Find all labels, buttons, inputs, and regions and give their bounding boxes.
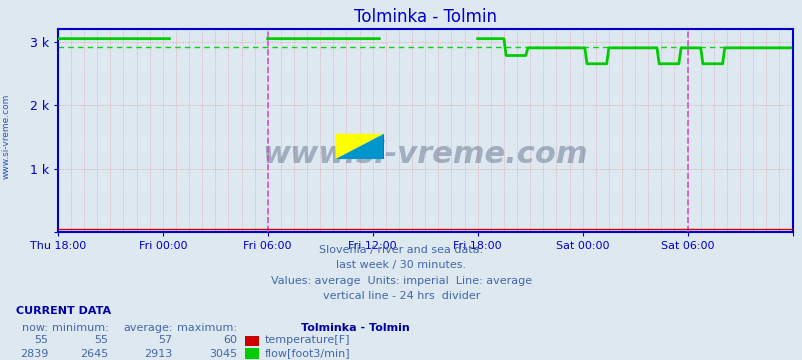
Text: temperature[F]: temperature[F]	[265, 335, 350, 345]
Text: Slovenia / river and sea data.: Slovenia / river and sea data.	[319, 245, 483, 255]
Polygon shape	[335, 134, 383, 159]
Polygon shape	[335, 134, 383, 159]
Text: flow[foot3/min]: flow[foot3/min]	[265, 348, 350, 359]
Text: Tolminka - Tolmin: Tolminka - Tolmin	[301, 323, 409, 333]
Text: last week / 30 minutes.: last week / 30 minutes.	[336, 260, 466, 270]
Text: www.si-vreme.com: www.si-vreme.com	[262, 140, 587, 170]
Text: 3045: 3045	[209, 348, 237, 359]
Text: 60: 60	[223, 335, 237, 345]
Text: Values: average  Units: imperial  Line: average: Values: average Units: imperial Line: av…	[270, 276, 532, 286]
Text: minimum:: minimum:	[51, 323, 108, 333]
Text: www.si-vreme.com: www.si-vreme.com	[2, 94, 11, 180]
Text: vertical line - 24 hrs  divider: vertical line - 24 hrs divider	[322, 291, 480, 301]
Text: 55: 55	[34, 335, 48, 345]
Text: 55: 55	[95, 335, 108, 345]
Text: CURRENT DATA: CURRENT DATA	[16, 306, 111, 316]
Title: Tolminka - Tolmin: Tolminka - Tolmin	[353, 8, 496, 26]
Text: 2645: 2645	[80, 348, 108, 359]
Text: average:: average:	[123, 323, 172, 333]
Text: 2913: 2913	[144, 348, 172, 359]
Text: 57: 57	[158, 335, 172, 345]
Text: 2839: 2839	[20, 348, 48, 359]
Polygon shape	[335, 134, 383, 159]
Text: now:: now:	[22, 323, 48, 333]
Text: maximum:: maximum:	[176, 323, 237, 333]
